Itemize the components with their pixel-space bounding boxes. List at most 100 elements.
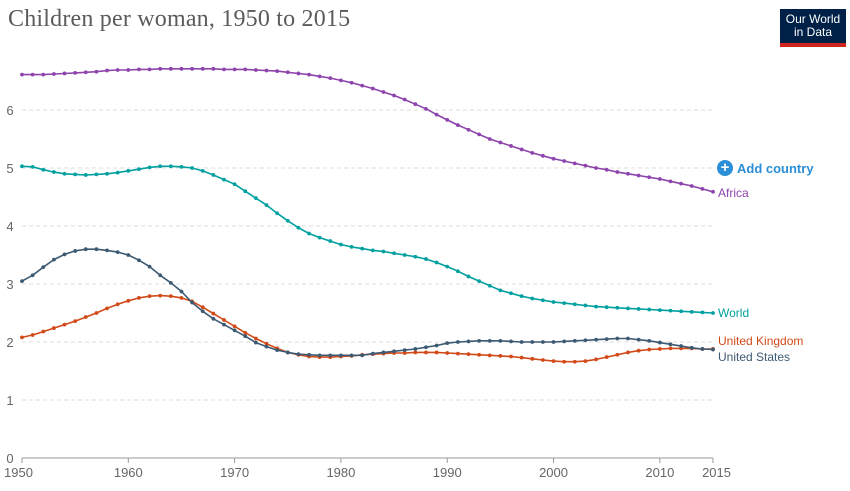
data-point-africa: [137, 67, 141, 72]
data-point-united-states: [700, 347, 705, 351]
data-point-united-kingdom: [232, 324, 237, 329]
data-point-world: [498, 288, 503, 293]
data-point-africa: [158, 66, 163, 71]
data-point-united-kingdom: [94, 311, 99, 315]
data-point-africa: [509, 144, 513, 148]
data-point-united-kingdom: [466, 352, 471, 357]
data-point-africa: [275, 69, 280, 74]
plus-circle-icon: +: [717, 160, 733, 176]
add-country-button[interactable]: + Add country: [717, 160, 814, 176]
x-tick-label: 2000: [539, 465, 568, 480]
data-point-united-kingdom: [509, 354, 513, 359]
data-point-united-kingdom: [402, 351, 407, 355]
data-point-africa: [243, 67, 248, 72]
data-point-united-states: [392, 349, 396, 354]
data-point-united-states: [583, 338, 588, 343]
data-point-africa: [232, 67, 237, 72]
data-point-world: [679, 309, 684, 314]
data-point-world: [509, 291, 513, 296]
data-point-world: [594, 304, 598, 309]
series-line-united-kingdom: [21, 294, 713, 363]
data-point-united-kingdom: [445, 351, 450, 355]
data-point-united-states: [455, 340, 460, 344]
data-point-united-states: [115, 250, 120, 255]
data-point-united-kingdom: [83, 315, 88, 319]
data-point-world: [264, 203, 269, 208]
data-point-united-kingdom: [530, 356, 535, 361]
data-point-united-states: [541, 340, 545, 344]
data-point-united-kingdom: [583, 359, 588, 364]
data-point-africa: [487, 137, 492, 141]
data-point-united-states: [126, 253, 131, 257]
data-point-africa: [657, 177, 662, 181]
data-point-united-kingdom: [73, 319, 78, 324]
data-point-world: [158, 164, 163, 169]
data-point-united-kingdom: [62, 322, 67, 327]
data-point-africa: [41, 72, 46, 77]
data-point-world: [647, 307, 652, 312]
series-line-world: [21, 165, 714, 314]
data-point-world: [307, 231, 311, 236]
data-point-africa: [381, 90, 386, 94]
data-point-world: [200, 169, 205, 173]
y-tick-label: 4: [6, 219, 13, 234]
data-point-united-states: [519, 340, 524, 344]
x-tick-label: 2015: [702, 465, 731, 480]
data-point-africa: [413, 102, 418, 107]
data-point-united-kingdom: [572, 359, 577, 364]
data-point-united-states: [530, 340, 535, 344]
data-point-africa: [689, 184, 694, 188]
series-label-world: World: [718, 306, 749, 320]
data-point-united-states: [349, 353, 354, 358]
data-point-africa: [498, 140, 503, 145]
data-point-world: [626, 306, 630, 311]
data-point-united-states: [307, 352, 311, 357]
data-point-united-states: [657, 340, 662, 345]
data-point-united-states: [636, 337, 641, 342]
owid-logo[interactable]: Our World in Data: [780, 9, 846, 47]
data-point-world: [179, 164, 184, 169]
data-point-africa: [700, 186, 705, 191]
x-tick-label: 1950: [4, 465, 33, 480]
logo-line-1: Our World: [785, 12, 841, 26]
data-point-world: [583, 303, 588, 308]
data-point-united-states: [137, 258, 141, 263]
data-point-united-states: [445, 341, 450, 346]
y-tick-label: 1: [6, 393, 13, 408]
data-point-africa: [392, 93, 396, 98]
data-point-united-states: [105, 248, 109, 253]
data-point-africa: [62, 71, 67, 76]
x-tick-label: 1990: [433, 465, 462, 480]
data-point-united-states: [594, 337, 598, 342]
data-point-world: [51, 170, 56, 174]
data-point-united-states: [73, 249, 78, 253]
data-point-africa: [126, 68, 131, 72]
data-point-united-kingdom: [487, 353, 492, 358]
data-point-africa: [73, 70, 78, 75]
data-point-united-states: [264, 344, 269, 349]
data-point-united-states: [41, 265, 46, 270]
data-point-world: [487, 283, 492, 288]
data-point-world: [115, 170, 120, 175]
data-point-africa: [328, 76, 333, 80]
data-point-world: [668, 308, 673, 313]
data-point-united-kingdom: [115, 302, 120, 307]
data-point-united-kingdom: [105, 306, 109, 311]
data-point-united-states: [296, 352, 301, 357]
x-tick-label: 1970: [220, 465, 249, 480]
data-point-world: [328, 239, 333, 243]
data-point-united-states: [211, 316, 216, 321]
data-point-united-states: [222, 322, 226, 327]
data-point-africa: [477, 132, 482, 137]
data-point-united-kingdom: [413, 350, 418, 355]
data-point-united-kingdom: [30, 333, 35, 337]
data-point-united-states: [381, 350, 386, 355]
data-point-world: [445, 264, 450, 269]
y-tick-label: 2: [6, 335, 13, 350]
series-label-united-kingdom: United Kingdom: [718, 334, 803, 348]
data-point-world: [434, 260, 439, 265]
data-point-united-states: [402, 348, 407, 353]
x-tick-label: 2010: [645, 465, 674, 480]
data-point-world: [339, 242, 343, 247]
